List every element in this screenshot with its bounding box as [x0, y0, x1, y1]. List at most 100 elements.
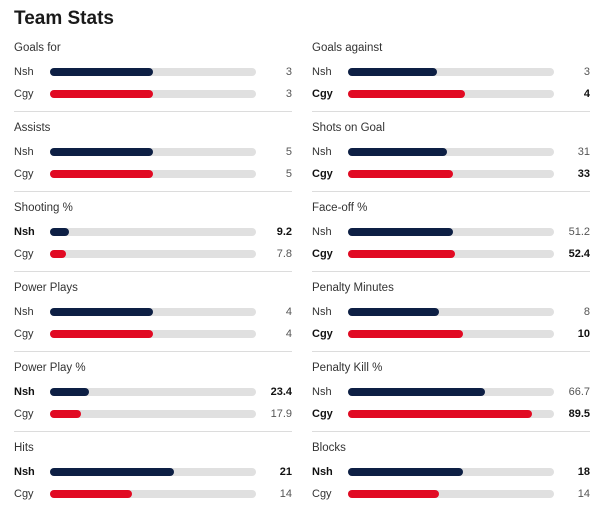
stat-power-play-pct: Power Play % Nsh 23.4 Cgy 17.9 — [14, 352, 292, 432]
team-label: Nsh — [14, 386, 35, 398]
stat-value: 66.7 — [568, 386, 590, 398]
stat-bar-track — [348, 468, 554, 476]
stat-value: 8 — [583, 306, 590, 318]
stat-face-off-pct: Face-off % Nsh 51.2 Cgy 52.4 — [312, 192, 590, 272]
team-label: Nsh — [312, 306, 332, 318]
stat-value: 3 — [285, 66, 292, 78]
stat-bar-fill-nsh — [50, 468, 174, 476]
stat-shots-on-goal: Shots on Goal Nsh 31 Cgy 33 — [312, 112, 590, 192]
stat-row-cgy: Cgy 10 — [312, 327, 590, 341]
team-label: Nsh — [312, 386, 332, 398]
stat-bar-track — [348, 68, 554, 76]
stat-bar-track — [348, 90, 554, 98]
team-label: Cgy — [312, 88, 333, 100]
stat-power-plays: Power Plays Nsh 4 Cgy 4 — [14, 272, 292, 352]
stat-value: 31 — [577, 146, 590, 158]
team-label: Cgy — [312, 168, 333, 180]
stat-bar-track — [348, 410, 554, 418]
stat-row-cgy: Cgy 3 — [14, 87, 292, 101]
stat-row-cgy: Cgy 5 — [14, 167, 292, 181]
stat-title: Power Play % — [14, 362, 86, 374]
stat-value: 10 — [577, 328, 590, 340]
stat-title: Shots on Goal — [312, 122, 385, 134]
stat-bar-fill-nsh — [348, 68, 437, 76]
team-label: Cgy — [14, 408, 34, 420]
stat-value: 5 — [285, 146, 292, 158]
team-label: Nsh — [312, 146, 332, 158]
stat-row-cgy: Cgy 17.9 — [14, 407, 292, 421]
team-label: Cgy — [312, 328, 333, 340]
stat-bar-track — [50, 90, 256, 98]
stat-bar-fill-nsh — [50, 68, 153, 76]
stat-title: Power Plays — [14, 282, 78, 294]
stat-row-cgy: Cgy 14 — [312, 487, 590, 501]
team-label: Nsh — [14, 146, 34, 158]
stat-bar-track — [50, 330, 256, 338]
stat-bar-track — [50, 388, 256, 396]
stats-column-right: Goals against Nsh 3 Cgy 4 Shots on Goal Nsh 31 C… — [312, 32, 590, 512]
stats-column-left: Goals for Nsh 3 Cgy 3 Assists Nsh 5 Cgy 5 Shooting… — [14, 32, 292, 512]
stat-value: 7.8 — [276, 248, 292, 260]
stat-bar-track — [348, 490, 554, 498]
stat-bar-fill-cgy — [50, 90, 153, 98]
stat-bar-fill-cgy — [348, 410, 533, 418]
stat-bar-track — [50, 490, 256, 498]
stat-row-cgy: Cgy 33 — [312, 167, 590, 181]
stat-bar-fill-cgy — [348, 170, 454, 178]
stat-bar-track — [348, 330, 554, 338]
stat-title: Penalty Kill % — [312, 362, 383, 374]
stat-row-cgy: Cgy 7.8 — [14, 247, 292, 261]
team-label: Nsh — [312, 226, 332, 238]
stat-bar-fill-cgy — [348, 490, 439, 498]
stat-bar-fill-cgy — [50, 250, 67, 258]
stat-title: Shooting % — [14, 202, 73, 214]
stat-value: 3 — [285, 88, 292, 100]
stat-goals-for: Goals for Nsh 3 Cgy 3 — [14, 32, 292, 112]
stat-bar-track — [348, 170, 554, 178]
stat-title: Goals against — [312, 42, 383, 54]
team-label: Cgy — [14, 248, 34, 260]
stat-row-nsh: Nsh 23.4 — [14, 385, 292, 399]
stat-bar-track — [50, 250, 256, 258]
stat-title: Goals for — [14, 42, 61, 54]
stat-row-nsh: Nsh 4 — [14, 305, 292, 319]
stat-value: 9.2 — [276, 226, 292, 238]
stat-value: 3 — [583, 66, 590, 78]
stat-bar-fill-nsh — [50, 308, 153, 316]
stat-bar-track — [50, 468, 256, 476]
stat-bar-fill-nsh — [348, 468, 464, 476]
stat-value: 18 — [577, 466, 590, 478]
stat-title: Hits — [14, 442, 34, 454]
stat-shooting-pct: Shooting % Nsh 9.2 Cgy 7.8 — [14, 192, 292, 272]
stat-bar-track — [50, 228, 256, 236]
stat-row-nsh: Nsh 51.2 — [312, 225, 590, 239]
stat-penalty-kill-pct: Penalty Kill % Nsh 66.7 Cgy 89.5 — [312, 352, 590, 432]
stat-bar-track — [50, 68, 256, 76]
stat-bar-fill-nsh — [348, 388, 486, 396]
team-label: Nsh — [312, 66, 332, 78]
stat-row-nsh: Nsh 5 — [14, 145, 292, 159]
stat-value: 51.2 — [568, 226, 590, 238]
stat-bar-fill-cgy — [50, 170, 153, 178]
team-label: Cgy — [312, 488, 332, 500]
stat-bar-track — [50, 410, 256, 418]
stat-bar-fill-nsh — [348, 308, 439, 316]
stat-row-nsh: Nsh 9.2 — [14, 225, 292, 239]
stat-bar-track — [50, 308, 256, 316]
stat-hits: Hits Nsh 21 Cgy 14 — [14, 432, 292, 512]
stat-bar-fill-cgy — [348, 250, 456, 258]
team-label: Cgy — [312, 248, 333, 260]
stat-row-cgy: Cgy 4 — [312, 87, 590, 101]
stat-bar-fill-nsh — [348, 228, 454, 236]
stat-value: 89.5 — [568, 408, 590, 420]
stat-title: Penalty Minutes — [312, 282, 394, 294]
team-label: Nsh — [312, 466, 333, 478]
stat-row-cgy: Cgy 14 — [14, 487, 292, 501]
stat-row-nsh: Nsh 3 — [312, 65, 590, 79]
stat-value: 4 — [583, 88, 590, 100]
stat-bar-fill-cgy — [50, 330, 153, 338]
stat-row-nsh: Nsh 8 — [312, 305, 590, 319]
stat-row-cgy: Cgy 89.5 — [312, 407, 590, 421]
stat-assists: Assists Nsh 5 Cgy 5 — [14, 112, 292, 192]
stat-bar-track — [50, 148, 256, 156]
